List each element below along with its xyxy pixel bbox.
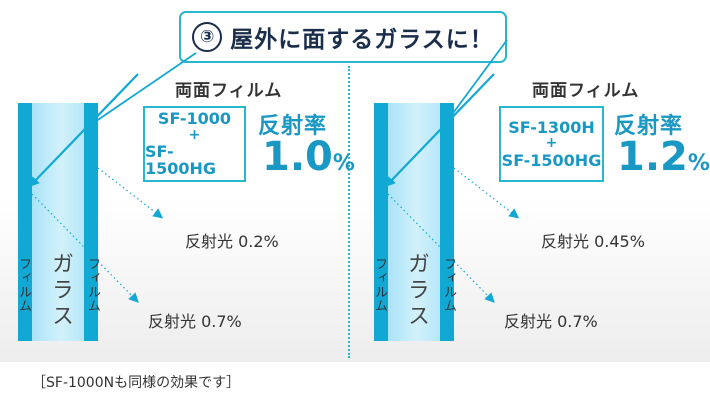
left-light-bottom: 反射光 0.7% [148, 312, 242, 331]
step-number: ③ [192, 22, 223, 52]
center-divider [348, 66, 350, 358]
left-light-top: 反射光 0.2% [185, 232, 279, 251]
left-reflect-bottom [31, 193, 139, 303]
title-text: 屋外に面するガラスに！ [230, 27, 494, 53]
left-incident-ray [29, 73, 139, 187]
left-glass-label: ガラス [48, 252, 73, 330]
left-film-outer-label: フィルム [16, 257, 31, 313]
left-reflect-value: 1.0% [262, 134, 355, 180]
right-product-plus: + [545, 135, 558, 152]
left-film-inner-label: フィルム [85, 257, 100, 313]
right-product-1: SF-1300H [508, 117, 595, 137]
right-light-bottom: 反射光 0.7% [504, 312, 598, 331]
right-incident-ray [385, 73, 495, 187]
right-film-outer-label: フィルム [372, 257, 387, 313]
right-reflect-label: 反射率 [614, 114, 684, 139]
right-reflect-value: 1.2% [617, 134, 710, 180]
right-film-inner-label: フィルム [441, 257, 456, 313]
right-glass [388, 103, 440, 341]
left-film-label: 両面フィルム [175, 81, 283, 101]
left-product-plus: + [188, 126, 201, 143]
right-product-box: SF-1300H + SF-1500HG [499, 106, 604, 182]
left-film-outer [18, 103, 32, 341]
right-glass-label: ガラス [404, 252, 429, 330]
left-reflect-label: 反射率 [258, 114, 328, 139]
left-film-inner [84, 103, 98, 341]
left-product-box: SF-1000 + SF-1500HG [143, 106, 246, 182]
right-film-outer [374, 103, 388, 341]
right-product-2: SF-1500HG [501, 150, 602, 170]
right-light-top: 反射光 0.45% [541, 232, 645, 251]
left-reflect-unit: % [332, 151, 355, 176]
right-reflect-number: 1.2 [617, 134, 688, 180]
left-product-1: SF-1000 [157, 108, 232, 128]
left-product-2: SF-1500HG [145, 141, 217, 179]
right-reflect-unit: % [687, 151, 710, 176]
right-title-leader [439, 39, 508, 132]
left-title-leader [82, 52, 197, 131]
left-glass [32, 103, 84, 341]
right-film-inner [440, 103, 454, 341]
right-film-label: 両面フィルム [532, 81, 640, 101]
title-box: ③ 屋外に面するガラスに！ [179, 11, 507, 63]
right-reflect-bottom [387, 193, 495, 303]
footnote: ［SF-1000Nも同様の効果です］ [32, 375, 241, 391]
left-reflect-number: 1.0 [262, 134, 333, 180]
